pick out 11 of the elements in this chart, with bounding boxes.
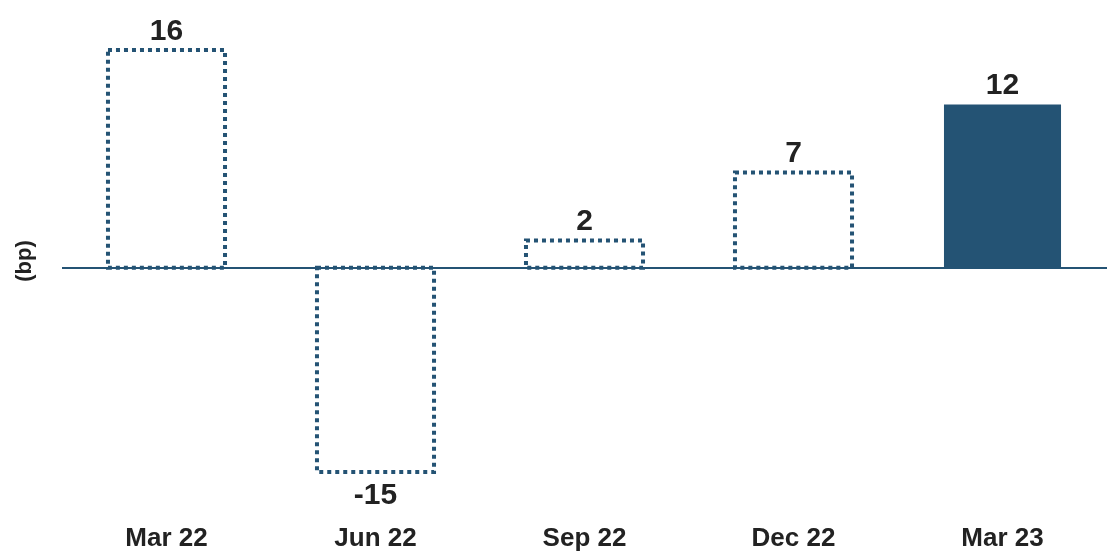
y-axis-title: (bp) (10, 240, 36, 282)
data-label: 16 (149, 12, 184, 46)
x-tick-label: Mar 22 (125, 522, 208, 552)
data-label: 12 (985, 66, 1020, 100)
data-label: -15 (353, 476, 398, 510)
data-label: 7 (785, 135, 802, 169)
x-tick-label: Sep 22 (542, 522, 627, 552)
x-tick-label: Jun 22 (334, 522, 417, 552)
x-tick-label: Dec 22 (751, 522, 836, 552)
data-label: 2 (576, 203, 593, 237)
x-tick-label: Mar 23 (961, 522, 1044, 552)
